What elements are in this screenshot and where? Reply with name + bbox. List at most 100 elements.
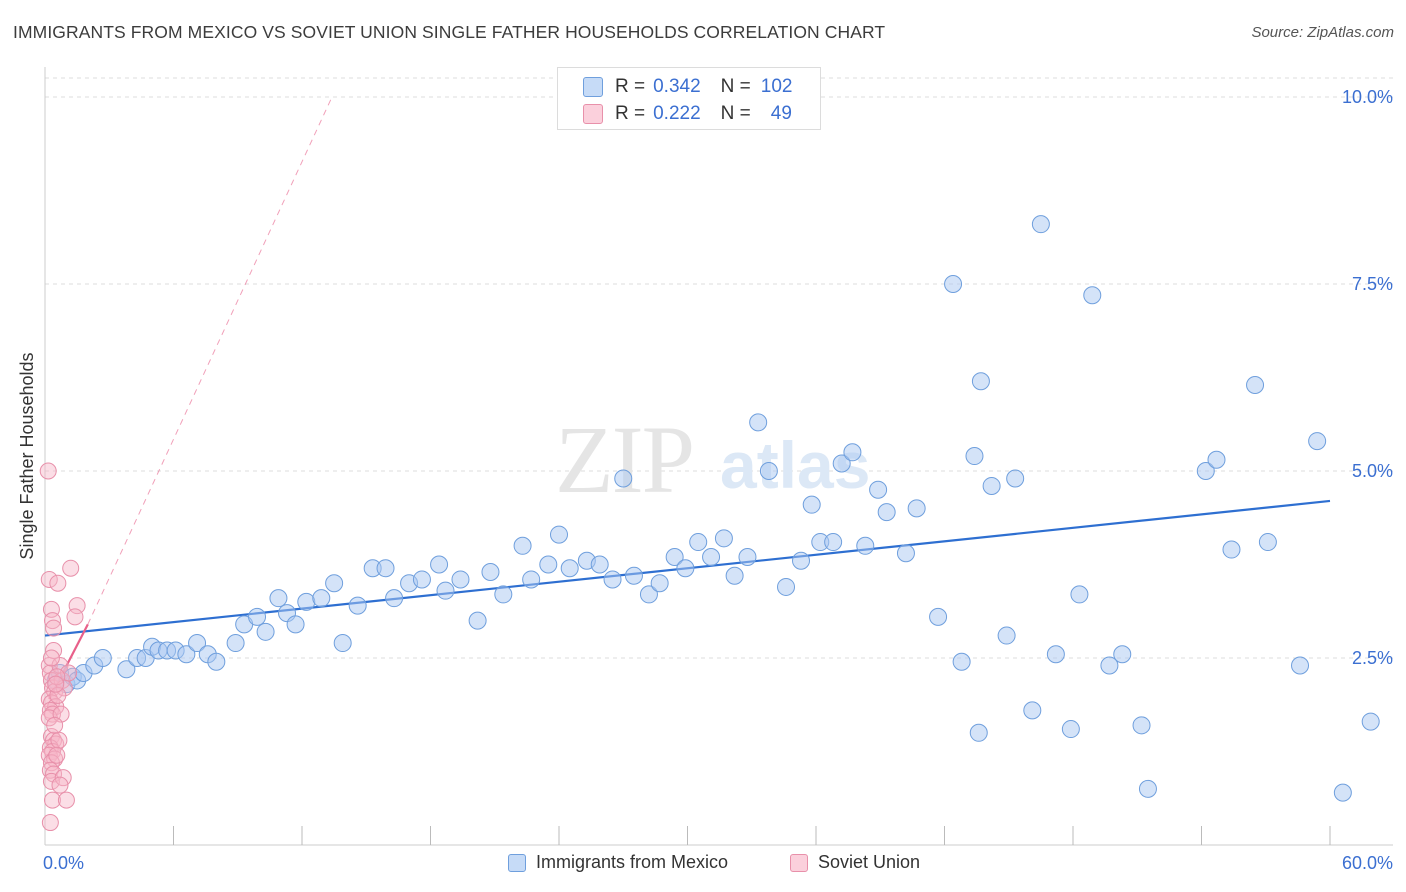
point-soviet: [50, 731, 68, 749]
point-mexico: [1361, 712, 1380, 731]
point-mexico: [997, 626, 1016, 645]
point-mexico: [856, 536, 875, 555]
legend-item-soviet[interactable]: Soviet Union: [790, 852, 920, 873]
point-mexico: [348, 596, 367, 615]
legend-label-soviet: Soviet Union: [818, 852, 921, 872]
point-mexico: [907, 499, 926, 518]
grid-lines: [45, 77, 1393, 659]
x-tick-label: 0.0%: [43, 853, 84, 873]
point-soviet: [47, 675, 65, 693]
point-mexico: [560, 559, 579, 578]
point-mexico: [1291, 656, 1310, 675]
r-value: 0.222: [653, 103, 701, 124]
point-mexico: [969, 723, 988, 742]
y-tick-label: 10.0%: [1342, 87, 1393, 107]
point-soviet: [68, 597, 86, 615]
point-soviet: [46, 716, 64, 734]
point-mexico: [603, 570, 622, 589]
x-tick-label: 60.0%: [1342, 853, 1393, 873]
point-mexico: [1132, 716, 1151, 735]
point-mexico: [1246, 375, 1265, 394]
point-mexico: [725, 566, 744, 585]
point-soviet: [49, 686, 67, 704]
point-mexico: [1031, 215, 1050, 234]
point-mexico: [676, 559, 695, 578]
point-mexico: [376, 559, 395, 578]
point-mexico: [93, 649, 112, 667]
point-mexico: [256, 622, 275, 641]
point-soviet: [39, 462, 57, 480]
y-tick-label: 7.5%: [1352, 274, 1393, 294]
point-mexico: [1207, 450, 1226, 469]
y-tick-label: 5.0%: [1352, 461, 1393, 481]
point-mexico: [689, 533, 708, 552]
point-mexico: [1138, 779, 1157, 798]
point-mexico: [1061, 720, 1080, 739]
point-mexico: [639, 585, 658, 604]
point-mexico: [207, 652, 226, 671]
mexico-swatch: [583, 77, 603, 97]
point-mexico: [539, 555, 558, 574]
n-value: 49: [770, 103, 792, 124]
y-tick-label: 2.5%: [1352, 648, 1393, 668]
point-mexico: [982, 476, 1001, 495]
point-mexico: [513, 536, 532, 555]
point-soviet: [45, 619, 63, 637]
legend-item-mexico[interactable]: Immigrants from Mexico: [508, 852, 728, 873]
point-mexico: [1196, 462, 1215, 480]
point-mexico: [824, 533, 843, 552]
point-mexico: [1083, 286, 1102, 305]
point-mexico: [481, 562, 500, 581]
point-mexico: [590, 555, 609, 574]
mexico-swatch: [508, 853, 526, 872]
point-mexico: [494, 585, 513, 604]
point-mexico: [832, 454, 851, 473]
point-mexico: [1308, 432, 1327, 451]
point-mexico: [312, 589, 331, 608]
point-soviet: [49, 574, 67, 592]
point-mexico: [385, 589, 404, 608]
stats-legend: R = 0.342 N = 102 R = 0.222 N = 49: [557, 67, 821, 130]
point-soviet: [57, 791, 75, 809]
point-mexico: [1023, 701, 1042, 720]
point-mexico: [777, 577, 796, 596]
r-label: R =: [615, 103, 646, 124]
point-mexico: [714, 529, 733, 548]
series-legend: Immigrants from Mexico Soviet Union: [0, 852, 1406, 878]
point-mexico: [468, 611, 487, 630]
point-mexico: [286, 615, 305, 634]
point-mexico: [1100, 656, 1119, 675]
point-mexico: [451, 570, 470, 589]
point-soviet: [62, 559, 80, 577]
chart-title: IMMIGRANTS FROM MEXICO VS SOVIET UNION S…: [13, 22, 886, 42]
point-mexico: [877, 503, 896, 522]
y-axis-label: Single Father Households: [17, 352, 37, 559]
point-soviet: [43, 791, 61, 809]
point-mexico: [522, 570, 541, 589]
point-soviet: [41, 814, 59, 832]
point-mexico: [650, 574, 669, 593]
point-mexico: [430, 555, 449, 574]
point-mexico: [333, 634, 352, 653]
n-value: 102: [760, 76, 793, 97]
point-soviet: [40, 570, 58, 588]
point-mexico: [297, 592, 316, 611]
point-mexico: [1070, 585, 1089, 604]
point-mexico: [177, 645, 196, 664]
watermark-zip: ZIP: [555, 406, 693, 513]
point-mexico: [325, 574, 344, 593]
point-mexico: [965, 447, 984, 466]
trend-lines: [44, 96, 1331, 700]
point-mexico: [944, 275, 963, 293]
tick-labels: 2.5% 5.0% 7.5% 10.0% 0.0% 60.0%: [43, 87, 1393, 873]
point-mexico: [702, 548, 721, 567]
r-value: 0.342: [653, 76, 701, 97]
soviet-swatch: [583, 104, 603, 124]
point-mexico: [1222, 540, 1241, 559]
point-mexico: [248, 607, 267, 626]
point-mexico: [117, 660, 136, 679]
point-mexico: [226, 634, 245, 653]
point-mexico: [665, 548, 684, 567]
point-mexico: [269, 589, 288, 608]
point-mexico: [436, 581, 455, 600]
